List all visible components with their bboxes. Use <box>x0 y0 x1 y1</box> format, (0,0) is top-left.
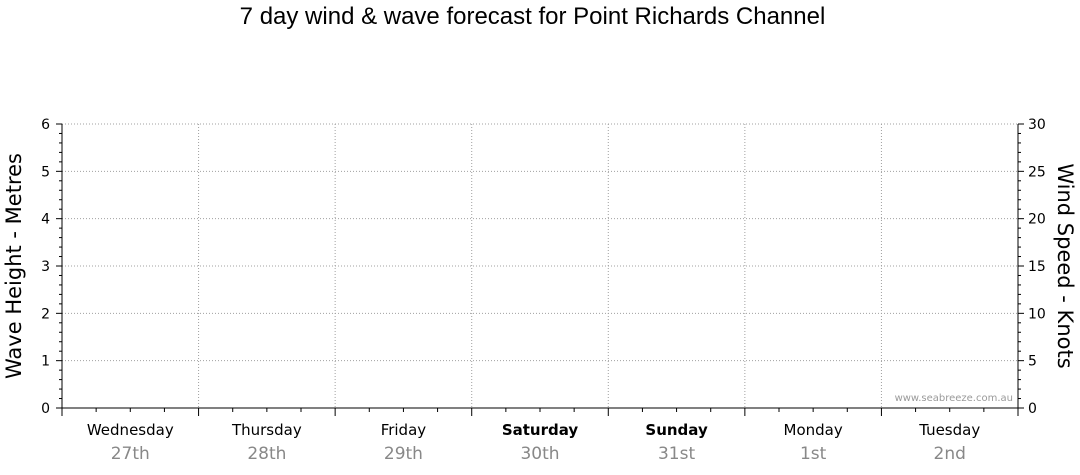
day-date-label: 2nd <box>934 444 966 464</box>
day-name-label: Friday <box>381 421 427 439</box>
left-axis-tick-label: 5 <box>41 164 50 180</box>
right-axis-tick-label: 10 <box>1028 306 1046 322</box>
day-name-label: Wednesday <box>87 421 174 439</box>
left-axis-title: Wave Height - Metres <box>2 153 26 379</box>
day-date-label: 28th <box>247 444 286 464</box>
left-axis-tick-label: 3 <box>41 259 50 275</box>
day-name-label: Sunday <box>645 421 708 439</box>
day-date-label: 29th <box>384 444 423 464</box>
right-axis-tick-label: 20 <box>1028 212 1046 228</box>
left-axis-tick-label: 4 <box>41 212 50 228</box>
site-credit: www.seabreeze.com.au <box>895 393 1013 404</box>
left-axis-tick-label: 1 <box>41 354 50 370</box>
day-date-label: 31st <box>658 444 695 464</box>
day-name-label: Saturday <box>502 421 579 439</box>
right-axis-tick-label: 25 <box>1028 164 1046 180</box>
right-axis-title: Wind Speed - Knots <box>1053 163 1077 368</box>
day-date-label: 1st <box>800 444 827 464</box>
left-axis-tick-label: 6 <box>41 117 50 133</box>
day-name-label: Monday <box>784 421 843 439</box>
chart-title: 7 day wind & wave forecast for Point Ric… <box>239 3 826 30</box>
right-axis-tick-label: 15 <box>1028 259 1046 275</box>
left-axis-tick-label: 2 <box>41 306 50 322</box>
day-name-label: Thursday <box>231 421 302 439</box>
right-axis-tick-label: 5 <box>1028 354 1037 370</box>
day-date-label: 27th <box>111 444 150 464</box>
right-axis-tick-label: 30 <box>1028 117 1046 133</box>
day-date-label: 30th <box>520 444 559 464</box>
right-axis-tick-label: 0 <box>1028 401 1037 417</box>
day-name-label: Tuesday <box>918 421 980 439</box>
left-axis-tick-label: 0 <box>41 401 50 417</box>
